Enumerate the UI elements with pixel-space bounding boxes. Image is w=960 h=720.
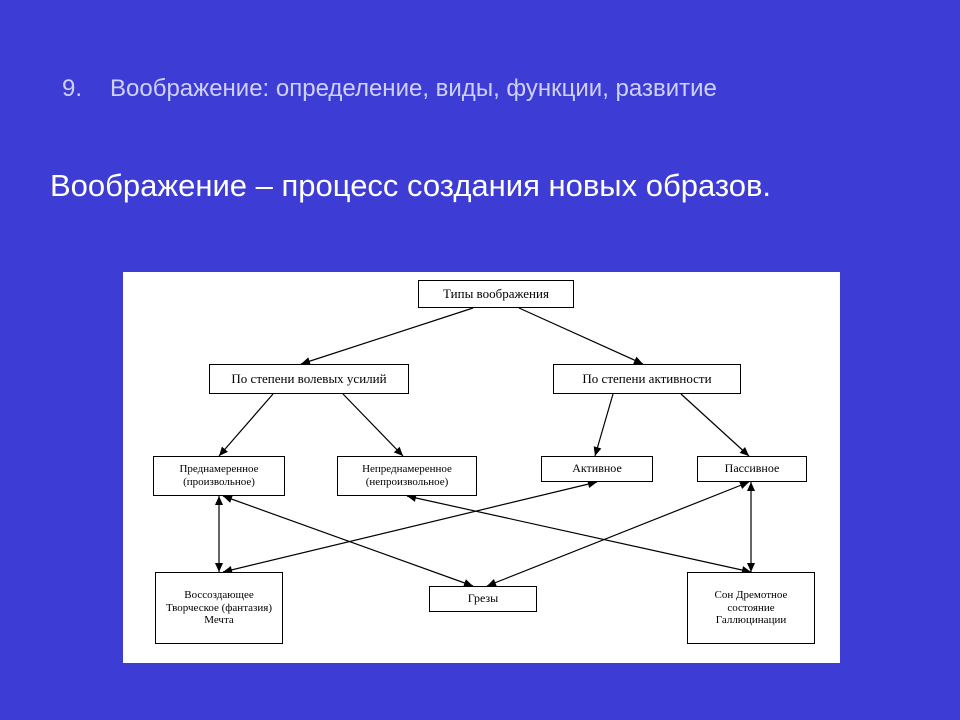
diagram-panel: Типы воображения По степени волевых усил…	[123, 272, 840, 663]
node-bottom-sleep: Сон Дремотное состояние Галлюцинации	[687, 572, 815, 644]
heading-text: Воображение: определение, виды, функции,…	[110, 75, 717, 103]
node-level2-right: По степени активности	[553, 364, 741, 394]
node-level2-left: По степени волевых усилий	[209, 364, 409, 394]
node-root: Типы воображения	[418, 280, 574, 308]
node-bottom-creative: Воссоздающее Творческое (фантазия) Мечта	[155, 572, 283, 644]
node-bottom-daydreams: Грезы	[429, 586, 537, 612]
node-active: Активное	[541, 456, 653, 482]
slide: 9. Воображение: определение, виды, функц…	[0, 0, 960, 720]
definition-text: Воображение – процесс создания новых обр…	[50, 165, 890, 207]
heading-number: 9.	[62, 75, 82, 103]
node-unintentional: Непреднамеренное (непроизвольное)	[337, 456, 477, 496]
node-passive: Пассивное	[697, 456, 807, 482]
node-intentional: Преднамеренное (произвольное)	[153, 456, 285, 496]
